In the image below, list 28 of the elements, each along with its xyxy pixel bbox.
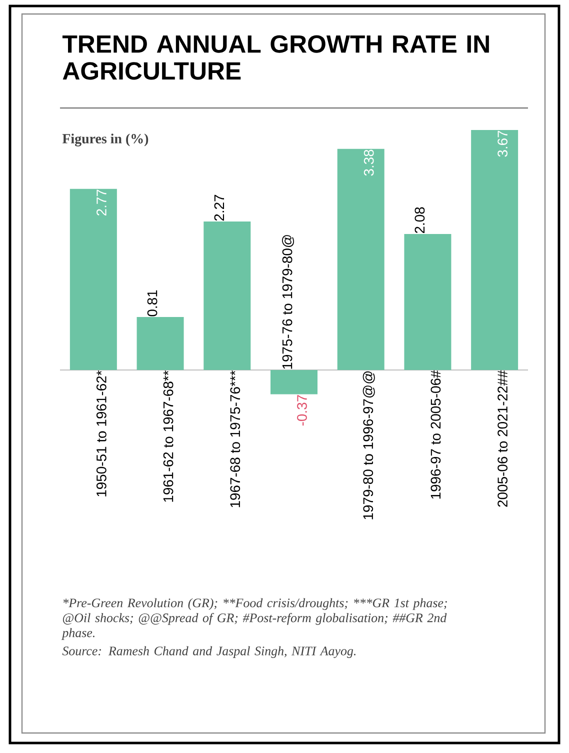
x-tick-label: 2005-06 to 2021-22## — [498, 370, 508, 507]
data-label: 2.27 — [214, 194, 224, 221]
chart-subtitle: Figures in (%) — [62, 134, 148, 146]
bar — [404, 234, 452, 370]
chart-title: TREND ANNUAL GROWTH RATE IN AGRICULTURE — [62, 35, 489, 80]
data-label: 2.08 — [414, 207, 425, 234]
x-tick-label: 1979-80 to 1996-97@@ — [362, 371, 375, 520]
bar — [337, 148, 384, 370]
bar — [471, 130, 518, 370]
data-label: -0.37 — [297, 395, 307, 426]
data-label: 3.67 — [498, 130, 508, 157]
x-tick-label: 1996-97 to 2005-06# — [430, 370, 441, 499]
text: *Pre-Green Revolution (GR); — [63, 598, 218, 610]
source-note: Source: Ramesh Chand and Jaspal Singh, NITI Aayog. — [62, 646, 356, 658]
data-label: 3.38 — [364, 150, 374, 176]
x-tick-label: 1967-68 to 1975-76*** — [230, 370, 240, 508]
x-tick-label: 1961-62 to 1967-68** — [163, 370, 174, 502]
x-tick-label: 1975-76 to 1979-80@ — [282, 235, 294, 369]
bar — [70, 188, 117, 370]
bar — [204, 222, 251, 370]
text: ***GR 1st phase; — [354, 598, 447, 610]
bar — [270, 370, 318, 394]
bar — [136, 317, 184, 370]
data-label: 2.77 — [96, 190, 106, 216]
text: @Oil shocks; @@Spread of GR; #Post-reform globalisation; ##GR 2nd phase. — [61, 612, 447, 640]
text: **Food crisis/droughts; — [224, 598, 348, 610]
x-tick-label: 1950-51 to 1961-62* — [96, 370, 106, 496]
data-label: 0.81 — [147, 290, 158, 316]
